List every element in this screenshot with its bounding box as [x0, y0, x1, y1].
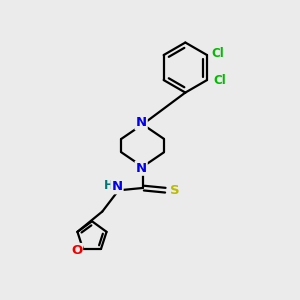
Text: O: O — [71, 244, 82, 257]
Text: N: N — [136, 116, 147, 129]
Text: N: N — [112, 180, 123, 193]
Text: Cl: Cl — [213, 74, 226, 87]
Text: H: H — [104, 178, 114, 191]
Text: Cl: Cl — [212, 47, 225, 60]
Text: N: N — [136, 162, 147, 175]
Text: S: S — [170, 184, 180, 197]
